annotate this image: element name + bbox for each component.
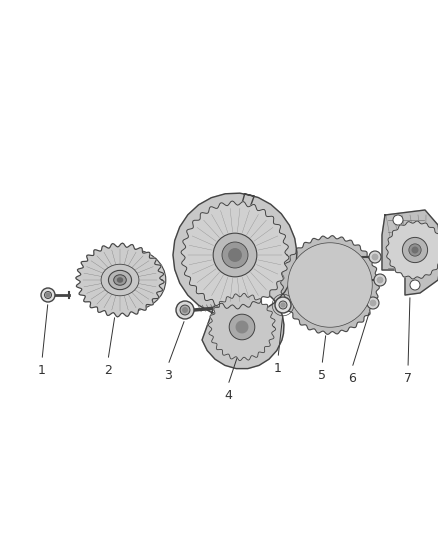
Circle shape — [310, 265, 350, 305]
Text: 2: 2 — [104, 364, 112, 377]
Polygon shape — [76, 243, 164, 317]
Text: 4: 4 — [224, 389, 232, 402]
Circle shape — [302, 257, 358, 313]
Ellipse shape — [90, 248, 166, 311]
Text: 5: 5 — [318, 369, 326, 382]
Circle shape — [46, 293, 50, 297]
Circle shape — [326, 281, 334, 289]
Circle shape — [369, 251, 381, 263]
Text: 3: 3 — [164, 369, 172, 382]
Text: 1: 1 — [38, 364, 46, 377]
Circle shape — [288, 243, 372, 327]
Circle shape — [213, 233, 257, 277]
Circle shape — [275, 297, 291, 313]
Circle shape — [296, 251, 364, 320]
Circle shape — [183, 308, 187, 312]
Text: 7: 7 — [404, 372, 412, 385]
Circle shape — [180, 305, 190, 315]
Circle shape — [374, 274, 386, 286]
Polygon shape — [208, 293, 276, 361]
Circle shape — [321, 276, 339, 294]
Polygon shape — [222, 267, 258, 323]
Circle shape — [370, 300, 376, 306]
Circle shape — [222, 242, 248, 268]
Polygon shape — [173, 193, 297, 369]
Circle shape — [41, 288, 55, 302]
Ellipse shape — [117, 278, 123, 282]
Ellipse shape — [114, 274, 126, 285]
Circle shape — [372, 254, 378, 260]
Polygon shape — [181, 201, 289, 309]
Ellipse shape — [109, 270, 131, 289]
Circle shape — [367, 297, 379, 309]
Circle shape — [176, 301, 194, 319]
Circle shape — [229, 249, 241, 261]
Circle shape — [377, 277, 383, 282]
Polygon shape — [382, 210, 438, 295]
Circle shape — [229, 314, 255, 340]
Circle shape — [410, 280, 420, 290]
Circle shape — [281, 303, 285, 307]
Circle shape — [45, 292, 52, 298]
Circle shape — [393, 215, 403, 225]
Text: 1: 1 — [274, 362, 282, 375]
Ellipse shape — [101, 264, 139, 296]
Circle shape — [403, 237, 427, 263]
Circle shape — [236, 321, 248, 333]
Circle shape — [412, 247, 418, 253]
Text: 6: 6 — [348, 372, 356, 385]
Circle shape — [279, 301, 287, 309]
Circle shape — [409, 244, 421, 256]
Polygon shape — [281, 236, 379, 334]
Polygon shape — [386, 221, 438, 279]
Circle shape — [316, 271, 344, 300]
